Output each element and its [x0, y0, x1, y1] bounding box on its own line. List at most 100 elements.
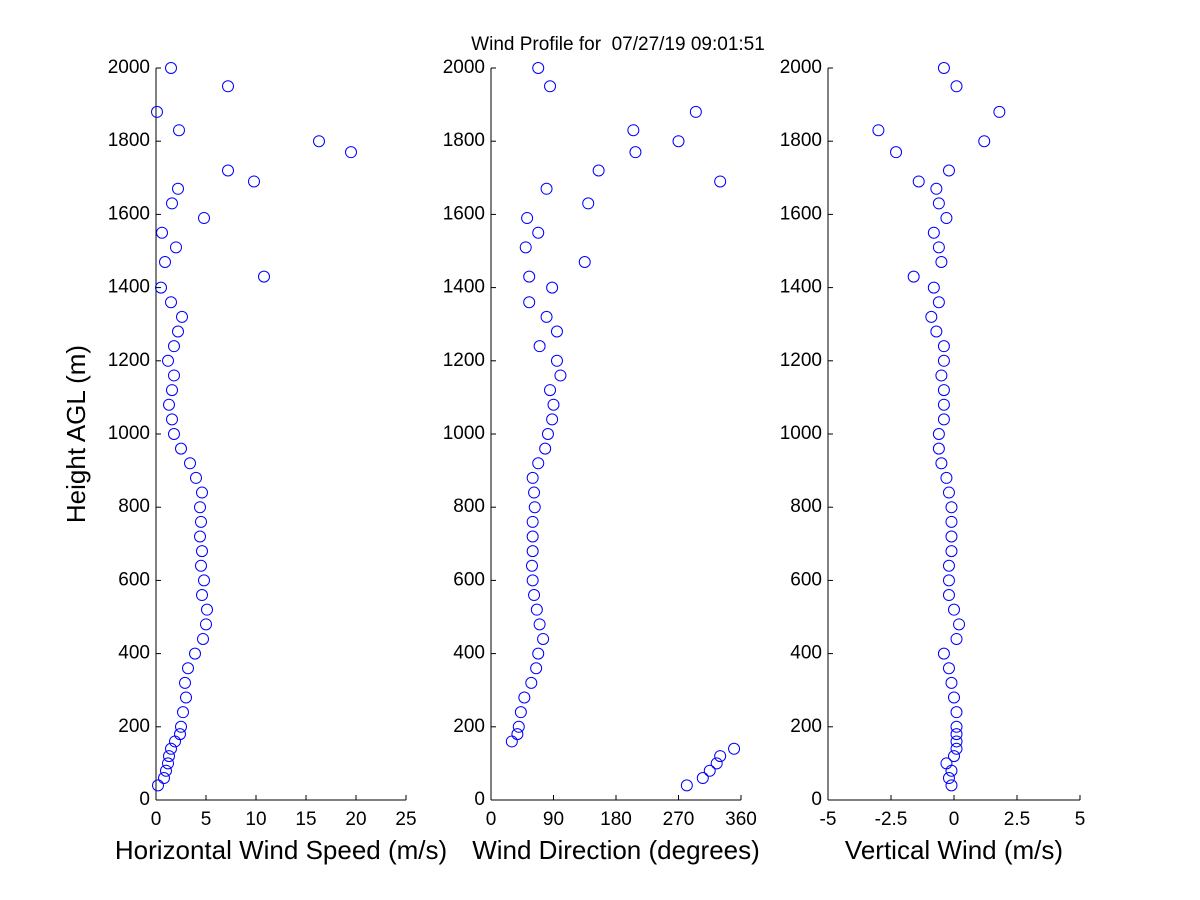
- chart-title: Wind Profile for 07/27/19 09:01:51: [471, 34, 765, 55]
- point: [168, 369, 180, 382]
- point: [166, 384, 178, 397]
- point: [950, 706, 963, 719]
- y-tick-label: 1000: [108, 423, 150, 444]
- point: [523, 296, 536, 309]
- point: [179, 676, 191, 689]
- point: [935, 369, 948, 382]
- x-axis-label: Horizontal Wind Speed (m/s): [115, 835, 447, 865]
- point: [935, 255, 948, 268]
- point: [511, 728, 524, 741]
- point: [170, 241, 182, 254]
- y-tick-label: 2000: [780, 57, 822, 78]
- point: [532, 457, 545, 470]
- point: [925, 310, 938, 323]
- point: [541, 428, 554, 440]
- point: [166, 197, 178, 210]
- point: [159, 255, 171, 268]
- point: [519, 241, 532, 254]
- point: [198, 574, 210, 587]
- y-tick-label: 1800: [443, 130, 485, 151]
- point: [680, 779, 693, 792]
- point: [194, 501, 206, 514]
- point: [532, 62, 545, 74]
- y-tick-label: 1800: [108, 130, 150, 151]
- x-tick-label: 5: [1075, 809, 1086, 830]
- point: [537, 632, 550, 645]
- point: [948, 691, 960, 704]
- point: [539, 442, 552, 455]
- point: [194, 530, 206, 543]
- y-tick-label: 1600: [108, 203, 150, 224]
- point: [932, 296, 945, 309]
- point: [182, 662, 194, 675]
- point: [514, 706, 527, 719]
- y-tick-label: 0: [139, 789, 150, 810]
- point: [165, 296, 177, 309]
- point: [942, 486, 955, 499]
- point: [978, 135, 991, 148]
- point: [547, 398, 560, 411]
- point: [258, 270, 270, 283]
- point: [533, 618, 546, 631]
- point: [942, 164, 955, 177]
- point: [180, 691, 192, 704]
- point: [198, 212, 210, 225]
- point: [533, 340, 546, 353]
- point: [940, 471, 953, 484]
- point: [160, 764, 172, 777]
- y-tick-label: 1600: [780, 203, 822, 224]
- point: [189, 647, 201, 660]
- point: [696, 772, 709, 785]
- point: [525, 676, 538, 689]
- y-tick-label: 1400: [108, 277, 150, 298]
- point: [523, 270, 536, 283]
- y-tick-label: 200: [790, 716, 822, 737]
- point: [872, 124, 885, 137]
- point: [526, 574, 539, 587]
- point: [525, 559, 538, 572]
- point: [948, 603, 960, 616]
- point: [714, 750, 727, 763]
- point: [550, 325, 563, 338]
- point: [629, 146, 642, 159]
- y-tick-label: 2000: [108, 57, 150, 78]
- point: [197, 632, 209, 645]
- point: [945, 515, 958, 528]
- y-tick-label: 1800: [780, 130, 822, 151]
- point: [950, 742, 963, 755]
- point: [993, 105, 1006, 118]
- x-axis-label: Wind Direction (degrees): [472, 835, 760, 865]
- point: [930, 325, 943, 338]
- point: [950, 735, 963, 748]
- point: [345, 146, 357, 159]
- y-tick-label: 400: [118, 643, 150, 664]
- point: [950, 80, 963, 93]
- point: [512, 720, 525, 733]
- y-tick-label: 800: [118, 496, 150, 517]
- point: [163, 398, 175, 411]
- point: [937, 354, 950, 367]
- point: [195, 515, 207, 528]
- y-tick-label: 600: [790, 569, 822, 590]
- x-tick-label: -2.5: [875, 809, 908, 830]
- point: [196, 486, 208, 499]
- point: [190, 471, 202, 484]
- y-tick-label: 800: [453, 496, 485, 517]
- y-tick-label: 0: [474, 789, 485, 810]
- point: [526, 471, 539, 484]
- y-tick-label: 200: [118, 716, 150, 737]
- point: [540, 182, 553, 195]
- point: [948, 750, 960, 763]
- point: [155, 281, 167, 294]
- point: [932, 442, 945, 455]
- point: [953, 618, 966, 631]
- point: [530, 603, 543, 616]
- point: [528, 486, 541, 499]
- point: [945, 545, 958, 558]
- x-tick-label: 90: [543, 809, 564, 830]
- x-axis-label: Vertical Wind (m/s): [845, 835, 1063, 865]
- y-tick-label: 1000: [443, 423, 485, 444]
- y-tick-label: 0: [811, 789, 822, 810]
- y-tick-label: 1200: [780, 350, 822, 371]
